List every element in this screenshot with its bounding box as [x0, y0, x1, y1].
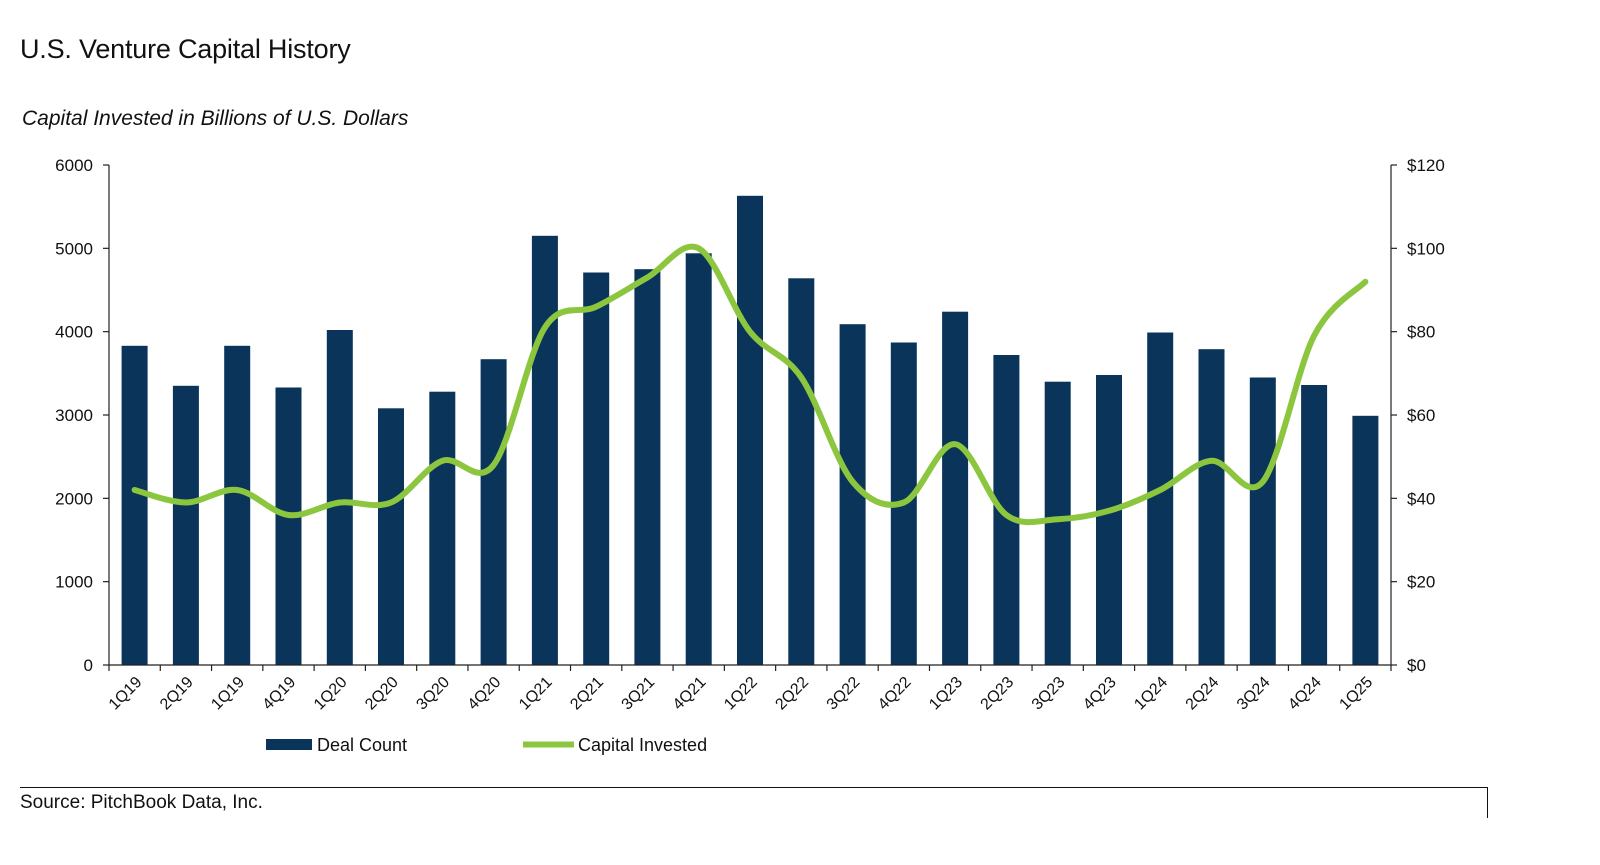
x-tick-label-2: 2Q19 — [157, 674, 197, 714]
x-tick-label-10: 2Q21 — [567, 674, 607, 714]
bar-deal-count-11 — [634, 269, 661, 665]
x-tick-label-8: 4Q20 — [465, 674, 505, 714]
bar-deal-count-9 — [531, 235, 558, 666]
x-tick-label-6: 2Q20 — [362, 674, 402, 714]
x-tick-label-11: 3Q21 — [619, 674, 659, 714]
y-left-tick-label: 1000 — [55, 573, 93, 592]
source-divider-tick — [1487, 787, 1488, 818]
bar-deal-count-7 — [429, 391, 456, 665]
x-tick-label-17: 1Q23 — [926, 674, 966, 714]
source-divider — [20, 787, 1487, 788]
bar-deal-count-2 — [172, 385, 199, 665]
x-tick-label-3: 1Q19 — [208, 674, 248, 714]
bar-deal-count-17 — [942, 311, 969, 665]
x-tick-label-23: 3Q24 — [1234, 674, 1274, 714]
legend-label-capital-invested: Capital Invested — [578, 735, 707, 755]
x-tick-label-13: 1Q22 — [721, 674, 761, 714]
bar-deal-count-14 — [788, 278, 815, 665]
bar-deal-count-23 — [1249, 377, 1276, 665]
legend: Deal Count Capital Invested — [266, 735, 707, 755]
bar-deal-count-21 — [1147, 332, 1174, 665]
x-tick-label-16: 4Q22 — [875, 674, 915, 714]
x-tick-label-24: 4Q24 — [1285, 674, 1325, 714]
line-layer — [131, 243, 1369, 526]
line-capital-invested — [131, 243, 1369, 526]
y-right-tick-label: $100 — [1407, 239, 1445, 258]
x-tick-label-12: 4Q21 — [670, 674, 710, 714]
x-tick-label-14: 2Q22 — [772, 674, 812, 714]
x-tick-label-9: 1Q21 — [516, 674, 556, 714]
bar-deal-count-1 — [121, 345, 148, 665]
x-tick-label-15: 3Q22 — [824, 674, 864, 714]
legend-label-deal-count: Deal Count — [317, 735, 407, 755]
x-tick-label-1: 1Q19 — [106, 674, 146, 714]
y-right-tick-label: $20 — [1407, 573, 1435, 592]
y-right-tick-label: $120 — [1407, 156, 1445, 175]
bar-deal-count-4 — [275, 387, 302, 665]
y-right-tick-label: $80 — [1407, 323, 1435, 342]
bar-deal-count-3 — [224, 345, 251, 665]
bar-deal-count-8 — [480, 359, 507, 665]
bar-deal-count-12 — [685, 253, 712, 666]
y-left-tick-label: 2000 — [55, 489, 93, 508]
chart-title: U.S. Venture Capital History — [20, 34, 351, 64]
y-left-tick-label: 4000 — [55, 323, 93, 342]
x-tick-label-7: 3Q20 — [413, 674, 453, 714]
bar-deal-count-24 — [1301, 385, 1328, 665]
bar-deal-count-6 — [378, 408, 404, 665]
y-left-tick-label: 0 — [84, 656, 93, 675]
x-tick-label-4: 4Q19 — [260, 674, 300, 714]
bar-deal-count-10 — [583, 272, 610, 665]
x-tick-label-21: 1Q24 — [1131, 674, 1171, 714]
x-tick-label-19: 3Q23 — [1029, 674, 1069, 714]
bar-deal-count-18 — [993, 355, 1020, 665]
x-tick-label-18: 2Q23 — [978, 674, 1018, 714]
bar-deal-count-5 — [326, 330, 353, 665]
bar-deal-count-20 — [1096, 375, 1122, 665]
x-tick-label-25: 1Q25 — [1336, 674, 1376, 714]
chart-subtitle: Capital Invested in Billions of U.S. Dol… — [22, 107, 409, 130]
x-tick-label-5: 1Q20 — [311, 674, 351, 714]
y-left-tick-label: 5000 — [55, 239, 93, 258]
bar-deal-count-25 — [1352, 415, 1379, 665]
y-right-tick-label: $60 — [1407, 406, 1435, 425]
legend-swatch-deal-count — [266, 739, 312, 750]
x-tick-label-20: 4Q23 — [1080, 674, 1120, 714]
y-left-tick-label: 3000 — [55, 406, 93, 425]
bar-deal-count-22 — [1198, 349, 1225, 665]
y-right-tick-label: $0 — [1407, 656, 1426, 675]
bars-layer — [121, 195, 1379, 666]
source-note: Source: PitchBook Data, Inc. — [20, 792, 263, 813]
y-right-tick-label: $40 — [1407, 489, 1435, 508]
y-left-tick-label: 6000 — [55, 156, 93, 175]
bar-deal-count-19 — [1044, 381, 1071, 665]
bar-deal-count-13 — [737, 195, 763, 666]
x-tick-label-22: 2Q24 — [1183, 674, 1223, 714]
